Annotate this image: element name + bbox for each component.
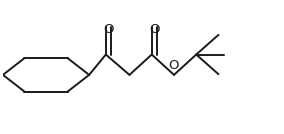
Text: O: O (103, 23, 114, 36)
Text: O: O (149, 23, 160, 36)
Text: O: O (169, 59, 179, 72)
